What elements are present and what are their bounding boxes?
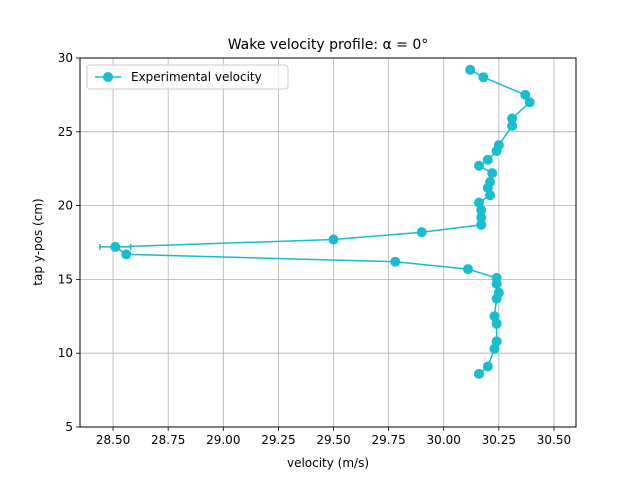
y-tick-label: 25 — [58, 125, 73, 139]
data-point — [110, 241, 121, 252]
y-axis-label: tap y-pos (cm) — [31, 198, 45, 285]
data-point — [462, 264, 473, 275]
y-tick-label: 30 — [58, 51, 73, 65]
legend-box — [86, 64, 289, 90]
data-point — [485, 190, 496, 201]
x-tick-label: 30.25 — [482, 433, 516, 447]
legend: Experimental velocity — [86, 64, 289, 90]
data-point — [476, 205, 487, 216]
data-point — [328, 234, 339, 245]
y-tick-label: 10 — [58, 346, 73, 360]
data-point — [121, 249, 132, 260]
data-point — [491, 293, 502, 304]
data-point — [478, 72, 489, 83]
y-tick-label: 20 — [58, 199, 73, 213]
chart-title: Wake velocity profile: α = 0° — [228, 37, 429, 53]
x-tick-label: 29.00 — [206, 433, 240, 447]
data-point — [524, 97, 535, 108]
legend-label: Experimental velocity — [131, 70, 262, 84]
data-point — [482, 361, 493, 372]
x-axis-label: velocity (m/s) — [287, 456, 369, 470]
data-point — [476, 212, 487, 223]
x-tick-label: 29.75 — [371, 433, 405, 447]
data-point — [474, 368, 485, 379]
y-tick-label: 15 — [58, 272, 73, 286]
data-point — [520, 89, 531, 100]
x-tick-label: 29.50 — [316, 433, 350, 447]
data-point — [476, 219, 487, 230]
x-tick-label: 28.75 — [151, 433, 185, 447]
data-point — [416, 227, 427, 238]
data-point — [482, 154, 493, 165]
data-point — [491, 145, 502, 156]
plot-frame — [79, 57, 577, 428]
data-point — [507, 113, 518, 124]
ticks: 28.50 28.75 29.00 29.25 29.50 29.75 30.00 30.25… — [58, 51, 571, 447]
data-point — [507, 120, 518, 131]
data-point — [487, 168, 498, 179]
x-tick-label: 30.00 — [427, 433, 461, 447]
x-tick-label: 28.50 — [96, 433, 130, 447]
x-tick-label: 30.50 — [537, 433, 571, 447]
data-point — [491, 318, 502, 329]
legend-marker-swatch — [103, 72, 113, 82]
data-point — [465, 64, 476, 75]
x-tick-label: 29.25 — [261, 433, 295, 447]
data-point — [491, 278, 502, 289]
series-layer — [99, 64, 535, 379]
y-tick-label: 5 — [65, 420, 73, 434]
data-point — [390, 256, 401, 267]
data-point — [489, 343, 500, 354]
data-point — [474, 160, 485, 171]
